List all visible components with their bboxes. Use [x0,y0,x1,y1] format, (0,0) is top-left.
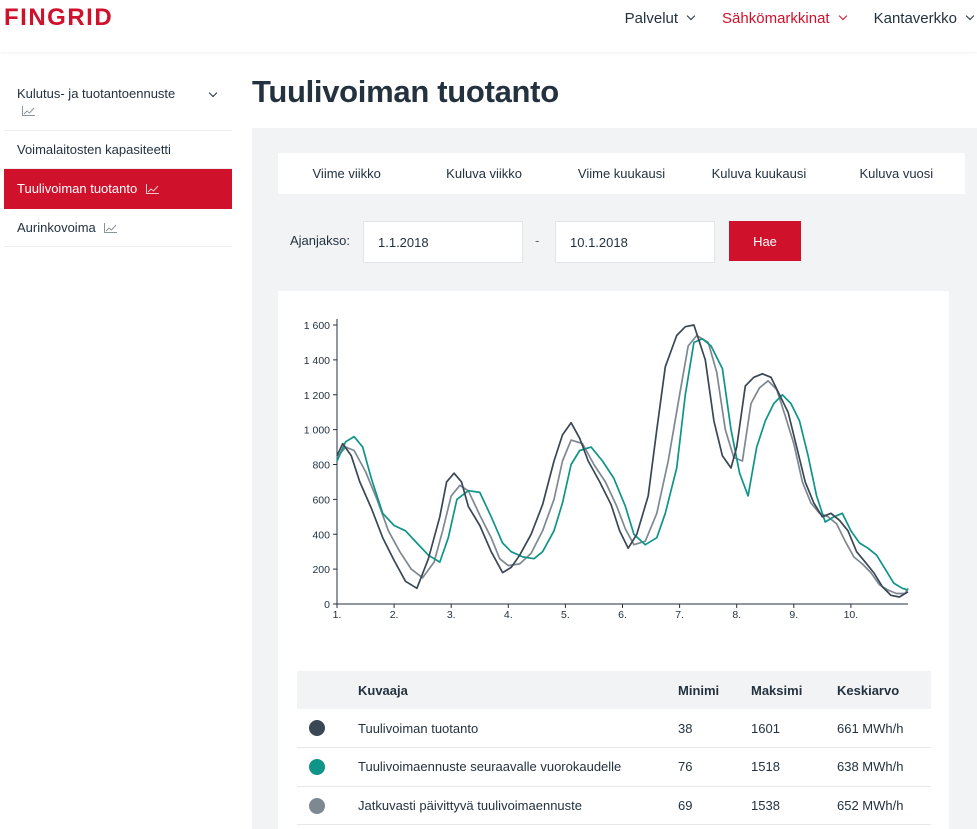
nav-label: Kantaverkko [873,9,957,27]
series-avg: 652 MWh/h [837,786,931,825]
chevron-down-icon [965,11,975,21]
series-min: 38 [678,709,751,748]
y-tick-label: 1 000 [304,425,330,437]
series-line-2 [336,338,909,591]
x-tick-label: 1. [333,609,342,621]
nav-item-sahkomarkkinat[interactable]: Sähkömarkkinat [722,9,847,27]
series-name: Tuulivoimaennuste seuraavalle vuorokaude… [358,747,678,787]
series-line-3 [336,334,909,595]
series-max: 1518 [751,747,837,787]
header-maksimi: Maksimi [751,671,837,709]
header-minimi: Minimi [678,671,751,709]
sidebar: Kulutus- ja tuotantoennuste Voimalaitost… [4,76,232,247]
fingrid-logo[interactable]: FINGRID [4,4,114,31]
nav-item-kantaverkko[interactable]: Kantaverkko [873,9,975,27]
series-color-dot[interactable] [309,797,325,814]
fetch-button[interactable]: Hae [729,221,801,261]
sidebar-item-kapasiteetti[interactable]: Voimalaitosten kapasiteetti [4,131,232,169]
table-header-row: Kuvaaja Minimi Maksimi Keskiarvo [297,671,931,709]
x-tick-label: 3. [447,609,456,621]
sidebar-item-label: Aurinkovoima [17,220,96,235]
x-tick-label: 9. [789,609,798,621]
sidebar-item-aurinkovoima[interactable]: Aurinkovoima [4,209,232,247]
series-name: Tuulivoiman tuotanto [358,709,678,748]
series-max: 1538 [751,786,837,825]
x-tick-label: 10. [844,609,859,621]
series-color-dot[interactable] [309,720,325,737]
nav-label: Palvelut [624,9,679,27]
header-keskiarvo: Keskiarvo [837,671,931,709]
x-tick-label: 4. [504,609,513,621]
sidebar-item-label: Tuulivoiman tuotanto [17,181,138,196]
trend-icon [22,106,35,116]
chevron-down-icon [686,11,696,21]
stats-table: Kuvaaja Minimi Maksimi Keskiarvo Tuulivo… [297,671,931,825]
tab-kuluva-kuukausi[interactable]: Kuluva kuukausi [711,166,807,181]
header-kuvaaja: Kuvaaja [358,671,678,709]
period-label: Ajanjakso: [290,233,350,248]
y-tick-label: 1 600 [304,320,330,332]
x-tick-label: 8. [732,609,741,621]
sidebar-item-tuulivoima[interactable]: Tuulivoiman tuotanto [4,169,232,209]
x-tick-label: 2. [390,609,399,621]
sidebar-item-kulutus-ennuste[interactable]: Kulutus- ja tuotantoennuste [4,76,232,131]
series-min: 76 [678,747,751,787]
header-color [297,671,358,709]
series-color-dot[interactable] [309,759,325,776]
start-date-input[interactable] [363,221,523,263]
tab-viime-viikko[interactable]: Viime viikko [312,166,381,181]
series-name: Jatkuvasti päivittyvä tuulivoimaennuste [358,786,678,825]
date-separator: - [535,233,540,248]
y-tick-label: 400 [312,529,330,541]
x-tick-label: 5. [561,609,570,621]
page-title: Tuulivoiman tuotanto [252,74,559,109]
series-max: 1601 [751,709,837,748]
table-row[interactable]: Tuulivoimaennuste seuraavalle vuorokaude… [297,747,931,787]
y-tick-label: 1 200 [304,390,330,402]
sidebar-item-label: Voimalaitosten kapasiteetti [17,142,171,157]
chevron-down-icon [838,11,847,21]
x-tick-label: 6. [618,609,627,621]
trend-icon [104,223,118,233]
series-line-1 [336,324,909,598]
y-tick-label: 200 [312,564,330,576]
sidebar-item-label: Kulutus- ja tuotantoennuste [17,86,176,101]
period-tabs: Viime viikko Kuluva viikko Viime kuukaus… [278,153,965,194]
nav-label: Sähkömarkkinat [722,9,830,27]
table-row[interactable]: Tuulivoiman tuotanto 38 1601 661 MWh/h [297,709,931,748]
tab-kuluva-vuosi[interactable]: Kuluva vuosi [859,166,934,181]
table-row[interactable]: Jatkuvasti päivittyvä tuulivoimaennuste … [297,786,931,825]
wind-production-chart: 0 200 400 600 800 1 000 1 200 1 400 1 600 1. 2. 3. 4… [304,319,909,621]
nav-item-palvelut[interactable]: Palvelut [624,9,696,27]
series-min: 69 [678,786,751,825]
series-avg: 661 MWh/h [837,709,931,748]
series-avg: 638 MWh/h [837,747,931,787]
tab-viime-kuukausi[interactable]: Viime kuukausi [577,166,666,181]
y-tick-label: 800 [312,460,330,472]
tab-kuluva-viikko[interactable]: Kuluva viikko [446,166,523,181]
y-tick-label: 0 [324,599,330,611]
main-nav: Palvelut Sähkömarkkinat Kantaverkko [601,0,977,36]
trend-icon [145,184,159,194]
x-tick-label: 7. [675,609,684,621]
site-header: FINGRID Palvelut Sähkömarkkinat Kantaver… [0,0,977,52]
y-tick-label: 1 400 [304,355,330,367]
chevron-down-icon[interactable] [208,88,218,98]
end-date-input[interactable] [555,221,715,263]
y-tick-label: 600 [312,494,330,506]
